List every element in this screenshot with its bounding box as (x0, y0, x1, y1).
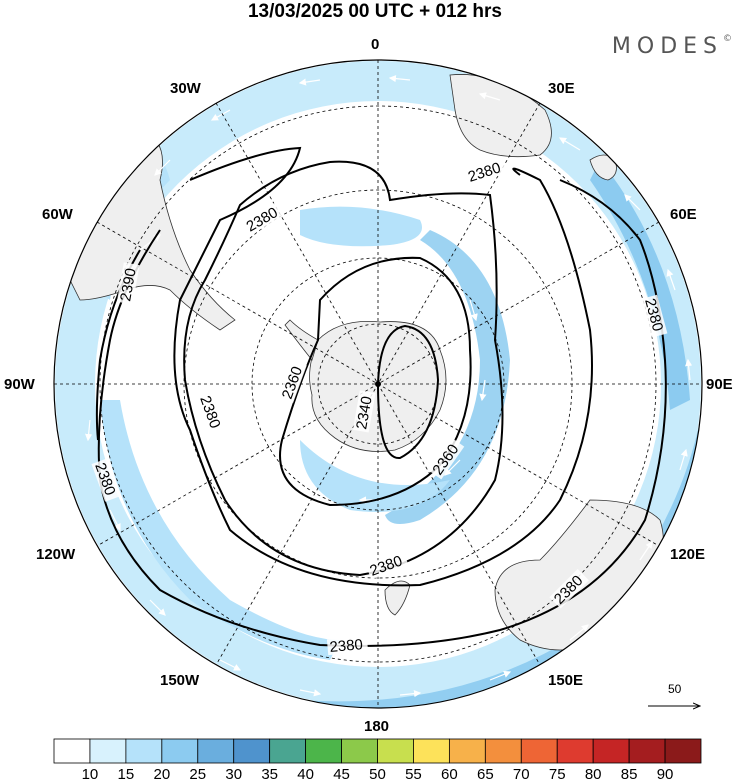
contour-label: 2340 (353, 395, 376, 431)
colorbar-label: 60 (441, 766, 458, 782)
colorbar-label: 30 (225, 766, 242, 782)
colorbar-swatch (592, 738, 630, 764)
colorbar-swatch (269, 738, 307, 764)
lon-label-0: 0 (371, 36, 380, 53)
colorbar-swatch (448, 738, 486, 764)
colorbar-label: 75 (549, 766, 566, 782)
contour-2380-inner (183, 160, 504, 577)
colorbar-swatch (305, 738, 342, 764)
colorbar-label: 85 (621, 766, 638, 782)
new-zealand (384, 580, 411, 616)
pole-marker (375, 381, 381, 387)
reference-vector-value: 50 (668, 682, 682, 696)
colorbar-swatch (484, 738, 522, 764)
lon-label-30e: 30E (548, 80, 575, 97)
lon-label-150w: 150W (160, 672, 200, 689)
colorbar-label: 80 (585, 766, 602, 782)
colorbar-label: 45 (333, 766, 350, 782)
colorbar-swatch (125, 738, 163, 764)
colorbar-label: 10 (82, 766, 99, 782)
colorbar-swatch (628, 738, 666, 764)
contour-2340 (376, 324, 440, 459)
contour-label: 2380 (329, 636, 364, 656)
colorbar-swatch (377, 738, 414, 764)
brand-logo: MODES© (612, 34, 732, 59)
lon-label-180: 180 (364, 718, 390, 735)
lon-label-90w: 90W (4, 376, 35, 393)
contour-label: 2390 (117, 267, 140, 303)
copyright-mark: © (723, 34, 732, 44)
colorbar-label: 50 (369, 766, 386, 782)
colorbar-swatch (413, 738, 450, 764)
colorbar-label: 65 (477, 766, 494, 782)
colorbar-swatch (53, 738, 91, 764)
map-boundary (53, 59, 703, 709)
lon-label-30w: 30W (170, 80, 201, 97)
contour-2380-mid (173, 146, 593, 587)
brand-name: MODES (611, 34, 723, 59)
colorbar-label: 25 (189, 766, 206, 782)
map-disk (54, 60, 702, 708)
lon-label-120w: 120W (36, 546, 76, 563)
lon-label-60e: 60E (670, 206, 697, 223)
lon-label-150e: 150E (548, 672, 584, 689)
lon-label-120e: 120E (670, 546, 706, 563)
colorbar-label: 90 (657, 766, 674, 782)
colorbar-label: 20 (153, 766, 170, 782)
colorbar-swatch (197, 738, 235, 764)
colorbar-swatch (520, 738, 558, 764)
colorbar-label: 15 (118, 766, 135, 782)
colorbar-swatch (233, 738, 271, 764)
lon-label-60w: 60W (42, 206, 73, 223)
colorbar-swatch (341, 738, 378, 764)
wind-speed-colorbar: 10 15 20 25 30 35 40 45 50 55 60 65 70 75 80 85 90 (53, 738, 702, 782)
colorbar-swatch (89, 738, 127, 764)
colorbar-label: 55 (405, 766, 422, 782)
colorbar-label: 40 (297, 766, 314, 782)
colorbar-label: 70 (513, 766, 530, 782)
colorbar-swatch (161, 738, 199, 764)
colorbar-label: 35 (261, 766, 278, 782)
map-title: 13/03/2025 00 UTC + 012 hrs (247, 1, 503, 22)
wind-vectors (85, 75, 693, 698)
colorbar-swatch (556, 738, 594, 764)
lon-label-90e: 90E (706, 376, 733, 393)
madagascar (589, 154, 617, 181)
colorbar-swatch (664, 738, 702, 764)
